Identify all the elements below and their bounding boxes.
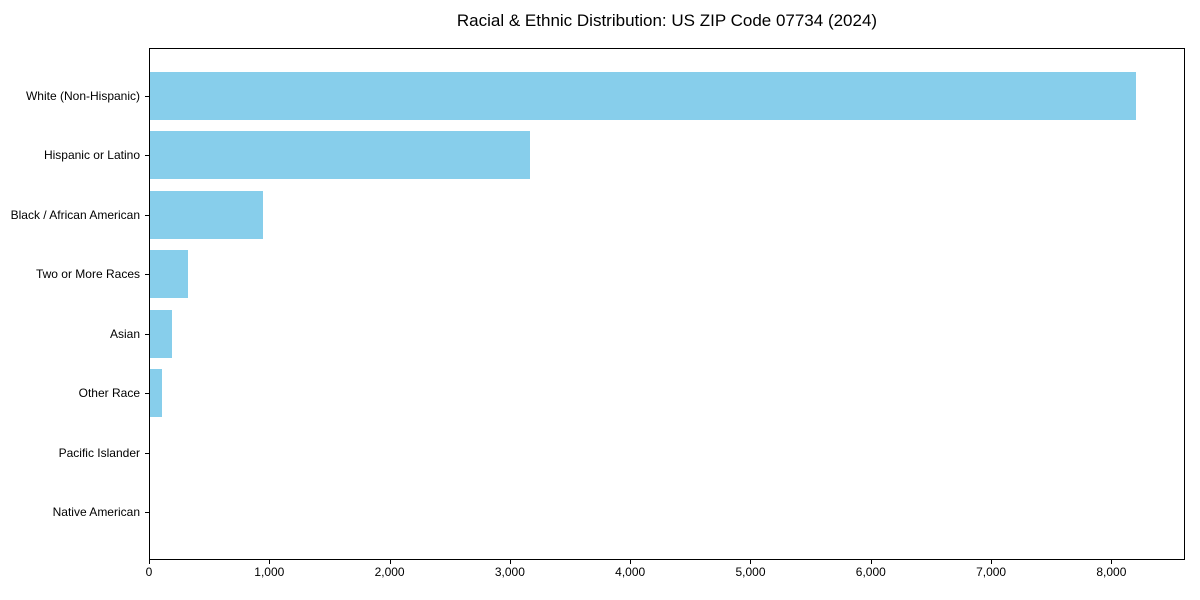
x-tick-label: 6,000 [855, 565, 886, 579]
y-tick-label: White (Non-Hispanic) [25, 89, 140, 103]
x-tick-label: 3,000 [494, 565, 525, 579]
y-tick-label: Native American [52, 505, 140, 519]
x-tick-mark [269, 560, 271, 564]
x-tick-mark [509, 560, 511, 564]
bar [150, 72, 1136, 120]
y-tick-label: Asian [109, 326, 140, 341]
x-tick-mark [389, 560, 391, 564]
x-tick-label: 4,000 [615, 565, 646, 579]
x-tick-label: 1,000 [254, 565, 285, 579]
y-tick-mark [145, 155, 149, 157]
y-tick-mark [145, 274, 149, 276]
bar [150, 309, 172, 358]
y-tick-mark [145, 512, 149, 513]
x-tick-mark [991, 560, 993, 564]
x-tick-mark [750, 560, 752, 564]
bar [150, 369, 162, 418]
bar [150, 250, 188, 299]
y-tick-mark [145, 393, 149, 395]
y-tick-mark [145, 452, 149, 454]
y-tick-label: Pacific Islander [58, 445, 140, 460]
x-tick-label: 2,000 [374, 565, 405, 579]
y-tick-label: Black / African American [10, 207, 140, 222]
chart-title: Racial & Ethnic Distribution: US ZIP Cod… [456, 11, 878, 30]
y-tick-mark [145, 96, 149, 97]
plot-area [149, 48, 1185, 560]
x-tick-label: 8,000 [1096, 565, 1127, 579]
x-tick-label: 5,000 [735, 565, 766, 579]
x-tick-mark [870, 560, 872, 564]
x-tick-mark [630, 560, 632, 564]
y-tick-label: Hispanic or Latino [43, 148, 140, 163]
x-tick-label: 0 [145, 565, 153, 579]
x-tick-mark [1111, 560, 1113, 564]
y-tick-label: Other Race [78, 386, 140, 401]
bar [150, 190, 263, 239]
bar [150, 131, 530, 180]
y-tick-mark [145, 214, 149, 216]
x-tick-label: 7,000 [976, 565, 1007, 579]
y-tick-mark [145, 333, 149, 335]
y-tick-label: Two or More Races [35, 267, 140, 282]
x-tick-mark [149, 560, 150, 564]
